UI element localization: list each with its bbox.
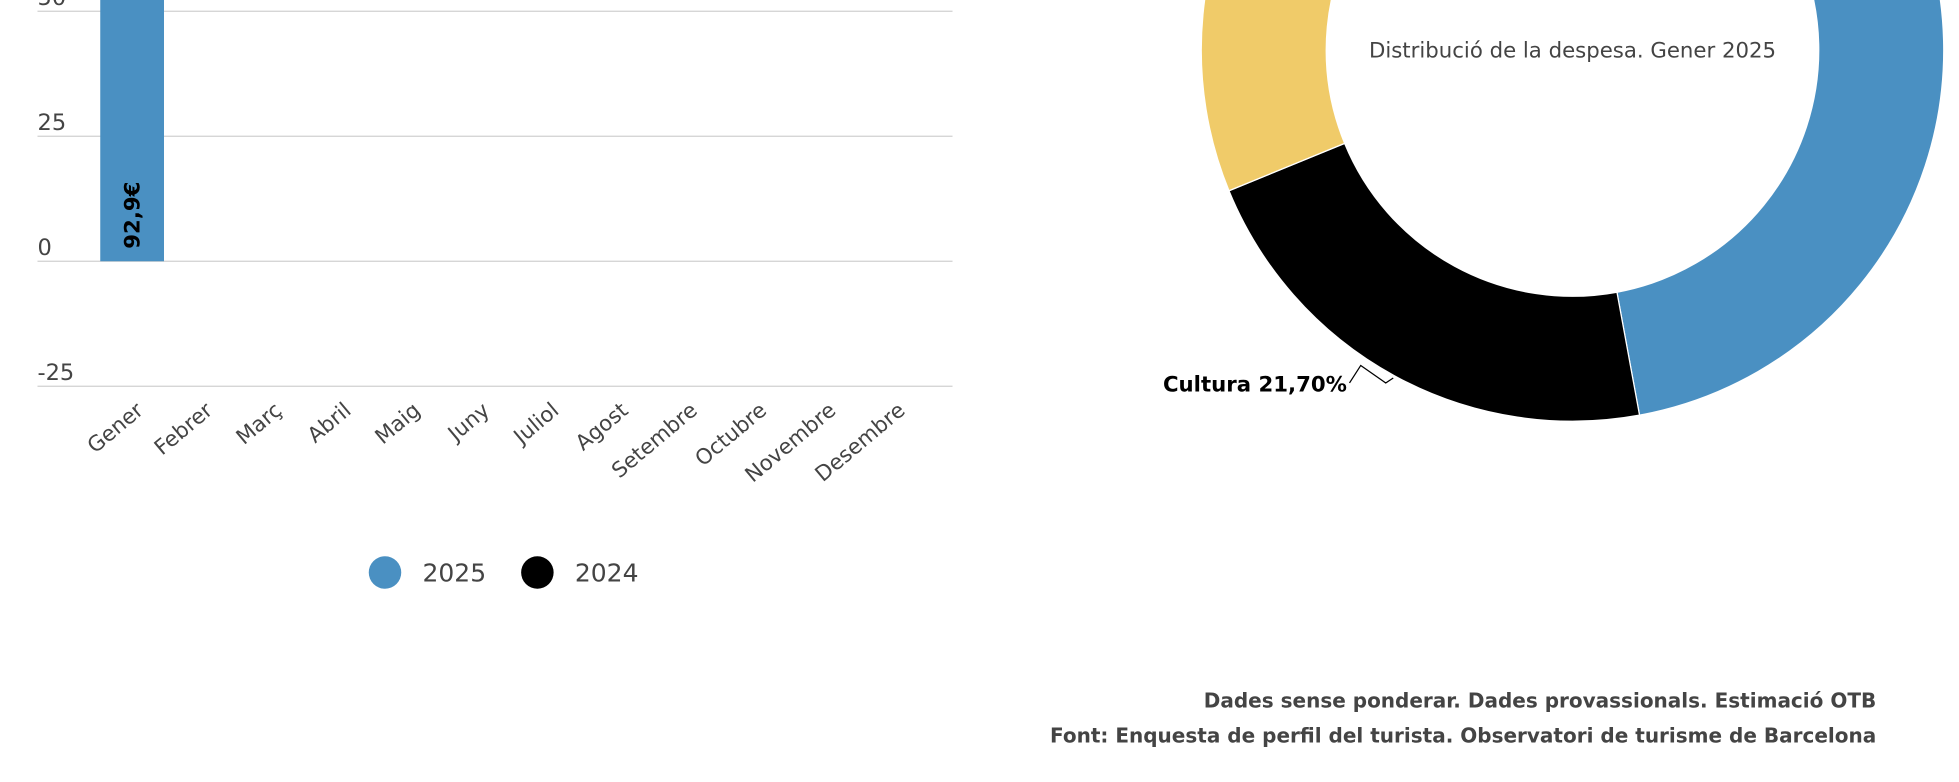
x-tick-label: Març [232, 398, 287, 450]
x-tick-label: Agost [571, 398, 633, 456]
y-tick-label: -25 [38, 360, 75, 386]
y-tick-label: 50 [38, 0, 67, 11]
y-tick-label: 25 [38, 110, 67, 136]
legend-swatch [521, 556, 554, 589]
donut-title: Distribució de la despesa. Gener 2025 [1369, 39, 1776, 64]
legend-label: 2025 [423, 558, 487, 587]
slice-label: Cultura 21,70% [1163, 373, 1347, 398]
y-tick-label: 0 [38, 235, 52, 261]
donut-slice [1228, 142, 1641, 422]
x-tick-label: Juny [442, 398, 495, 448]
label-leader [1348, 364, 1394, 384]
x-tick-label: Febrer [150, 398, 218, 461]
legend-swatch [368, 556, 402, 589]
donut-slice [1200, 0, 1346, 192]
x-tick-label: Juliol [508, 398, 564, 451]
x-tick-label: Abril [303, 398, 356, 448]
footer-source: Font: Enquesta de perfil del turista. Ob… [1050, 724, 1876, 748]
bar-value-label: 92,9€ [121, 182, 146, 249]
donut-slice [1616, 0, 1945, 416]
x-tick-label: Gener [83, 398, 149, 459]
legend-label: 2024 [575, 558, 639, 587]
x-tick-label: Maig [371, 398, 426, 450]
bar [100, 0, 164, 262]
footer-note: Dades sense ponderar. Dades provassional… [1204, 689, 1876, 713]
